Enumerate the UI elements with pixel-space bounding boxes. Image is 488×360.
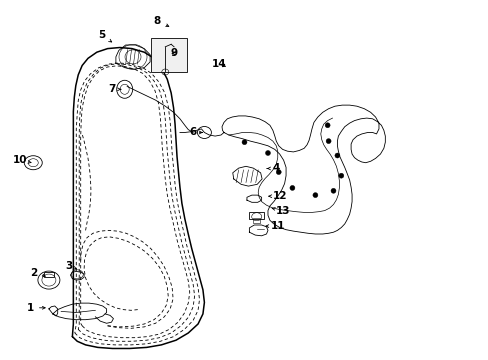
Bar bbox=[150, 38, 187, 72]
Ellipse shape bbox=[325, 123, 329, 128]
Text: 8: 8 bbox=[154, 16, 168, 27]
Text: 3: 3 bbox=[65, 261, 76, 271]
Bar bbox=[44, 272, 54, 277]
Ellipse shape bbox=[334, 153, 339, 158]
Text: 14: 14 bbox=[211, 59, 226, 69]
Text: 5: 5 bbox=[98, 30, 111, 42]
Ellipse shape bbox=[312, 193, 317, 198]
Ellipse shape bbox=[330, 188, 335, 193]
Text: 4: 4 bbox=[266, 163, 280, 174]
Text: 12: 12 bbox=[268, 191, 286, 201]
Text: 2: 2 bbox=[30, 268, 45, 278]
Text: 7: 7 bbox=[107, 84, 121, 94]
Text: 1: 1 bbox=[27, 303, 45, 313]
Text: 6: 6 bbox=[189, 127, 202, 138]
Ellipse shape bbox=[276, 170, 281, 175]
Bar bbox=[253, 218, 260, 223]
Text: 11: 11 bbox=[265, 221, 285, 231]
Text: 13: 13 bbox=[272, 206, 289, 216]
Text: 9: 9 bbox=[170, 48, 177, 58]
Ellipse shape bbox=[242, 140, 246, 145]
Ellipse shape bbox=[289, 185, 294, 190]
Ellipse shape bbox=[338, 173, 343, 178]
Bar bbox=[249, 212, 264, 219]
Ellipse shape bbox=[325, 139, 330, 144]
Text: 10: 10 bbox=[13, 155, 31, 165]
Ellipse shape bbox=[265, 150, 270, 156]
